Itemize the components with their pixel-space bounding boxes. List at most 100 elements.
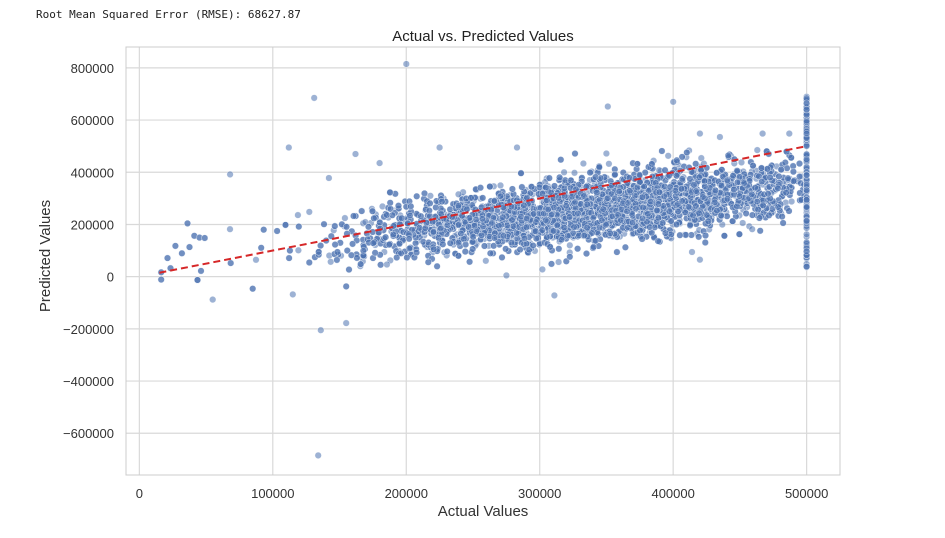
data-point <box>498 253 506 261</box>
data-point <box>713 207 721 215</box>
data-point <box>763 165 771 173</box>
data-point <box>429 228 438 236</box>
data-point <box>554 194 563 202</box>
data-point <box>613 248 621 256</box>
data-point <box>522 223 530 231</box>
data-point <box>678 153 686 161</box>
data-point <box>602 221 610 229</box>
data-point <box>281 221 290 229</box>
data-point <box>564 232 572 240</box>
data-point <box>789 177 798 185</box>
data-point <box>661 229 670 237</box>
data-point <box>666 183 674 191</box>
data-point <box>683 148 691 157</box>
data-point <box>305 258 313 267</box>
data-point <box>590 243 598 251</box>
data-point <box>788 197 796 206</box>
data-point <box>480 242 489 250</box>
data-point <box>542 216 550 224</box>
data-point <box>295 223 303 231</box>
data-point <box>547 260 556 268</box>
data-point <box>383 211 391 219</box>
data-point <box>654 237 662 245</box>
data-point <box>571 198 579 206</box>
data-point <box>606 229 614 237</box>
data-point <box>589 214 597 222</box>
data-point <box>566 241 574 249</box>
data-point <box>598 216 606 224</box>
data-point <box>294 246 302 254</box>
data-point <box>486 183 494 191</box>
data-point <box>377 261 385 269</box>
data-point <box>789 168 797 176</box>
data-point <box>386 199 394 207</box>
data-point <box>333 256 341 264</box>
data-point <box>583 200 591 208</box>
data-point <box>582 250 591 258</box>
data-point <box>227 259 235 267</box>
data-point <box>756 227 764 235</box>
data-point <box>517 169 525 177</box>
data-point <box>740 179 748 187</box>
data-point <box>595 224 604 232</box>
data-point <box>368 207 377 215</box>
data-point <box>508 185 516 193</box>
data-point <box>695 233 703 241</box>
data-point <box>681 208 689 217</box>
data-point <box>532 234 540 243</box>
data-point <box>672 220 681 228</box>
data-point <box>686 175 694 183</box>
data-point <box>516 246 524 254</box>
data-point <box>178 249 186 257</box>
data-point <box>695 173 703 181</box>
data-point <box>317 242 325 250</box>
data-point <box>185 243 194 251</box>
data-point <box>638 214 647 222</box>
data-point <box>757 164 766 172</box>
data-point <box>623 207 631 215</box>
data-point <box>433 262 441 270</box>
data-point <box>193 276 202 284</box>
data-point <box>341 214 349 222</box>
data-point <box>465 223 473 231</box>
data-point <box>157 276 165 284</box>
data-point <box>737 158 746 166</box>
data-point <box>461 248 469 256</box>
data-point <box>658 147 666 155</box>
data-point <box>305 208 313 216</box>
data-point <box>327 258 335 266</box>
data-point <box>467 194 475 202</box>
data-point <box>358 207 366 215</box>
data-point <box>398 214 406 222</box>
data-point <box>664 152 672 160</box>
data-point <box>547 211 555 219</box>
data-point <box>331 241 339 249</box>
data-point <box>437 210 445 218</box>
data-point <box>555 245 563 253</box>
data-point <box>655 188 663 196</box>
data-point <box>723 176 731 184</box>
data-point <box>252 256 260 264</box>
data-point <box>654 214 663 222</box>
data-point <box>758 178 766 186</box>
data-point <box>546 243 554 251</box>
data-point <box>520 201 528 209</box>
data-point <box>438 198 446 206</box>
data-point <box>695 209 703 217</box>
data-point <box>779 219 787 227</box>
data-point <box>593 189 601 197</box>
data-point <box>386 188 394 196</box>
data-point <box>785 207 793 215</box>
data-point <box>345 266 353 274</box>
data-point <box>595 163 603 171</box>
data-point <box>543 196 551 205</box>
data-point <box>540 209 548 218</box>
data-point <box>690 181 698 189</box>
data-point <box>555 258 563 266</box>
data-point <box>783 164 791 172</box>
data-point <box>469 233 477 241</box>
data-point <box>260 226 268 234</box>
data-point <box>294 211 302 219</box>
data-point <box>545 174 553 182</box>
data-point <box>457 229 465 238</box>
